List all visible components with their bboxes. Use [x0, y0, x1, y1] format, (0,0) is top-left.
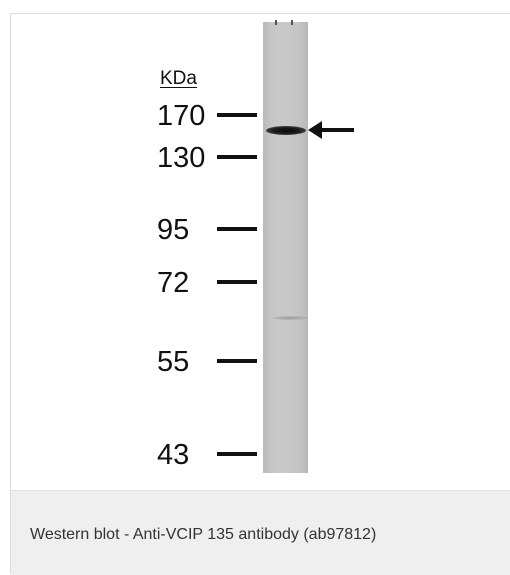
- protein-band: [266, 126, 306, 135]
- marker-label: 55: [157, 346, 190, 378]
- caption-text: Western blot - Anti-VCIP 135 antibody (a…: [30, 526, 377, 543]
- figure-card: KDa 170 130 95 72 55 43 W: [10, 13, 510, 575]
- marker-tick: [217, 280, 257, 284]
- marker-72: 72: [157, 265, 263, 301]
- marker-tick: [217, 359, 257, 363]
- lane-top-mark: [291, 20, 293, 25]
- marker-tick: [217, 113, 257, 117]
- marker-tick: [217, 155, 257, 159]
- marker-unit-label: KDa: [160, 68, 197, 89]
- marker-label: 130: [157, 142, 206, 174]
- marker-43: 43: [157, 437, 263, 473]
- marker-label: 170: [157, 100, 206, 132]
- marker-170: 170: [157, 98, 263, 134]
- left-arrow-icon: [308, 121, 354, 139]
- marker-130: 130: [157, 140, 263, 176]
- marker-55: 55: [157, 344, 263, 380]
- marker-tick: [217, 227, 257, 231]
- marker-tick: [217, 452, 257, 456]
- faint-band: [273, 316, 307, 320]
- western-blot-image: KDa 170 130 95 72 55 43: [11, 14, 510, 490]
- figure-caption: Western blot - Anti-VCIP 135 antibody (a…: [11, 490, 510, 575]
- marker-95: 95: [157, 212, 263, 248]
- lane-top-mark: [275, 20, 277, 25]
- marker-label: 72: [157, 267, 190, 299]
- blot-lane: [263, 20, 308, 473]
- marker-label: 95: [157, 214, 190, 246]
- marker-label: 43: [157, 439, 190, 471]
